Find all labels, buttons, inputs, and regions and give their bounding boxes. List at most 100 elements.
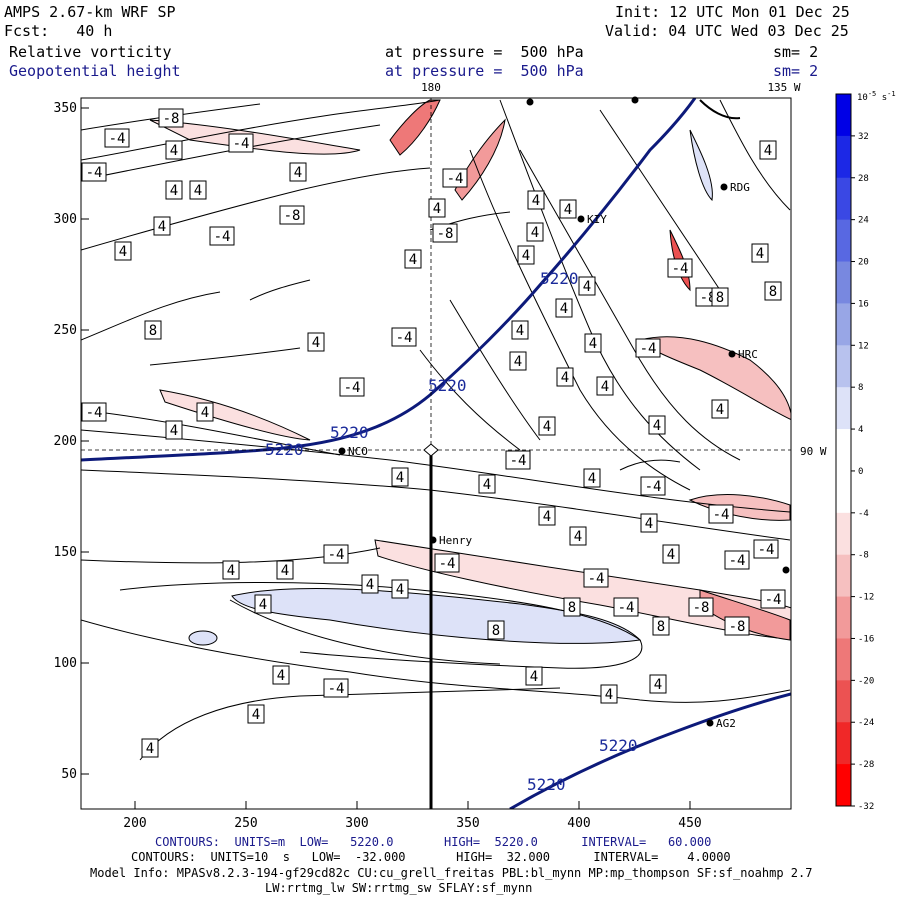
vorticity-label-box bbox=[307, 332, 325, 352]
vorticity-label: -4 bbox=[588, 571, 605, 587]
vorticity-label-box bbox=[247, 704, 265, 724]
init-time: Init: 12 UTC Mon 01 Dec 25 bbox=[615, 3, 850, 21]
vorticity-label-box bbox=[555, 298, 573, 318]
colorbar-swatch bbox=[836, 94, 851, 137]
vorticity-label: 4 bbox=[531, 225, 539, 241]
vorticity-label: 4 bbox=[560, 301, 568, 317]
vorticity-label-box bbox=[165, 420, 183, 440]
vorticity-label: 4 bbox=[543, 419, 551, 435]
vorticity-label: 4 bbox=[588, 471, 596, 487]
vorticity-label-box bbox=[153, 216, 171, 236]
vorticity-label: 4 bbox=[170, 183, 178, 199]
vorticity-label-box bbox=[563, 597, 581, 617]
vorticity-label-box bbox=[527, 190, 545, 210]
colorbar-unit: 10-5 s-1 bbox=[857, 90, 896, 103]
colorbar-tick-label: -20 bbox=[858, 676, 874, 686]
vorticity-label: 4 bbox=[294, 165, 302, 181]
vorticity-label-box bbox=[526, 222, 544, 242]
colorbar-swatch bbox=[836, 764, 851, 807]
vorticity-label: 4 bbox=[170, 143, 178, 159]
vorticity-label: 4 bbox=[146, 741, 154, 757]
vorticity-label-box bbox=[428, 198, 446, 218]
vorticity-label: 4 bbox=[564, 202, 572, 218]
colorbar-tick-label: -32 bbox=[858, 802, 874, 812]
vorticity-label-box bbox=[276, 560, 294, 580]
vorticity-label-box bbox=[158, 108, 184, 128]
pressure-level-1: at pressure = 500 hPa bbox=[385, 43, 584, 61]
height-label: 5220 bbox=[527, 775, 566, 794]
colorbar: 32 28 24 20 16 12 8 4 0 -4 -8 -12 -16 -20 -24 -28 -32 10… bbox=[835, 90, 896, 812]
vorticity-label-box bbox=[753, 539, 779, 559]
colorbar-tick-label: 4 bbox=[858, 425, 863, 435]
vorticity-label: 4 bbox=[259, 597, 267, 613]
vorticity-label-box bbox=[667, 258, 693, 278]
vorticity-label: 4 bbox=[201, 405, 209, 421]
vorticity-label: 4 bbox=[227, 563, 235, 579]
vorticity-label-box bbox=[711, 287, 729, 307]
vorticity-label: 8 bbox=[657, 619, 665, 635]
height-label: 5220 bbox=[428, 376, 467, 395]
colorbar-swatch bbox=[836, 638, 851, 681]
height-label: 5220 bbox=[599, 736, 638, 755]
vorticity-label-box bbox=[391, 579, 409, 599]
vorticity-label-box bbox=[279, 205, 305, 225]
vorticity-label-box bbox=[222, 560, 240, 580]
vorticity-label-box bbox=[254, 594, 272, 614]
negative-vorticity-band-1 bbox=[374, 539, 791, 640]
x-tick-label: 200 bbox=[123, 816, 146, 831]
negative-vorticity-streak bbox=[454, 118, 506, 201]
vorticity-label: -8 bbox=[437, 226, 454, 242]
colorbar-tick-label: 32 bbox=[858, 132, 869, 142]
vorticity-label-box bbox=[81, 402, 107, 422]
vorticity-label: 4 bbox=[119, 244, 127, 260]
colorbar-frame bbox=[835, 93, 852, 807]
pole-marker bbox=[423, 443, 439, 457]
vorticity-label-box bbox=[442, 168, 468, 188]
station-label-henry: Henry bbox=[439, 534, 472, 547]
vorticity-label-box bbox=[584, 333, 602, 353]
vorticity-labels: -8 -4 4 -4 -4 4 4 4 -4 4 -8 -8 4 4 -4 4 -4 4 4 4 -8 8 8 4 8 4 4 4 -4… bbox=[81, 108, 786, 758]
smoothing-1: sm= 2 bbox=[773, 43, 819, 61]
vorticity-label-box bbox=[517, 245, 535, 265]
colorbar-tick-label: 24 bbox=[858, 216, 869, 226]
colorbar-tick-label: 20 bbox=[858, 258, 869, 268]
vorticity-label-box bbox=[635, 338, 661, 358]
footer-model-info: Model Info: MPASv8.2.3-194-gf29cd82c CU:… bbox=[90, 866, 813, 880]
y-tick-label: 200 bbox=[54, 434, 77, 449]
colorbar-tick-label: -28 bbox=[858, 760, 874, 770]
station-marker bbox=[577, 215, 585, 223]
x-tick-label: 250 bbox=[234, 816, 257, 831]
vorticity-label: -4 bbox=[439, 556, 456, 572]
vorticity-label-box bbox=[404, 249, 422, 269]
vorticity-label: -4 bbox=[233, 136, 250, 152]
vorticity-label: -4 bbox=[86, 165, 103, 181]
negative-vorticity-east bbox=[699, 589, 791, 641]
footer-radiation-info: LW:rrtmg_lw SW:rrtmg_sw SFLAY:sf_mynn bbox=[265, 881, 533, 895]
y-tick-label: 350 bbox=[54, 101, 77, 116]
smoothing-2: sm= 2 bbox=[773, 62, 819, 80]
vorticity-label: -4 bbox=[729, 553, 746, 569]
height-label: 5220 bbox=[540, 269, 579, 288]
vorticity-label-box bbox=[391, 327, 417, 347]
vorticity-label-box bbox=[434, 553, 460, 573]
vorticity-label: 4 bbox=[312, 335, 320, 351]
positive-vorticity-ne bbox=[689, 129, 713, 202]
vorticity-label-box bbox=[640, 476, 666, 496]
vorticity-label: 4 bbox=[252, 707, 260, 723]
vorticity-label-box bbox=[104, 128, 130, 148]
vorticity-label: -4 bbox=[510, 453, 527, 469]
vorticity-label: 4 bbox=[530, 669, 538, 685]
vorticity-label: 8 bbox=[716, 290, 724, 306]
y-tick-label: 250 bbox=[54, 323, 77, 338]
lon-label-180: 180 bbox=[421, 81, 441, 94]
colorbar-swatch bbox=[836, 387, 851, 430]
colorbar-swatch bbox=[836, 680, 851, 723]
vorticity-label: 8 bbox=[492, 623, 500, 639]
vorticity-label-box bbox=[764, 281, 782, 301]
station-label-ag2: AG2 bbox=[716, 717, 736, 730]
vorticity-label-box bbox=[759, 140, 777, 160]
vorticity-label-box bbox=[391, 467, 409, 487]
vorticity-label: -4 bbox=[672, 261, 689, 277]
vorticity-label-box bbox=[583, 568, 609, 588]
